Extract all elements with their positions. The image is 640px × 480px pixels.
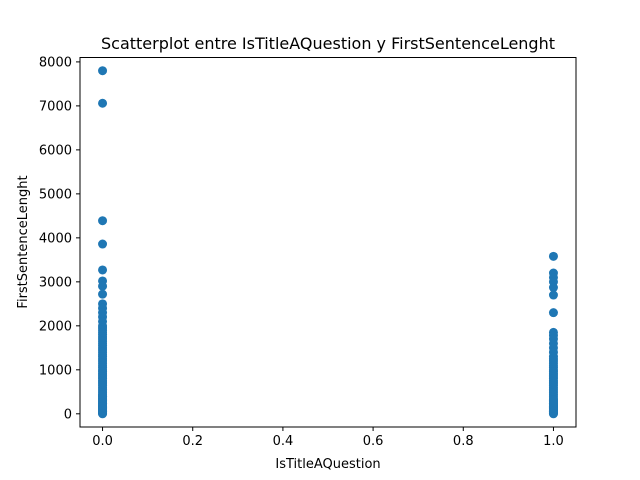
data-point bbox=[98, 289, 108, 299]
x-tick-label: 1.0 bbox=[543, 434, 564, 449]
chart-title: Scatterplot entre IsTitleAQuestion y Fir… bbox=[101, 34, 555, 53]
data-point bbox=[548, 283, 558, 293]
x-tick-label: 0.6 bbox=[363, 434, 384, 449]
data-point bbox=[98, 66, 108, 76]
y-tick-label: 6000 bbox=[39, 143, 72, 158]
data-point bbox=[98, 98, 108, 108]
y-axis-ticks: 0 1000 2000 3000 4000 5000 6000 7000 8000 bbox=[39, 55, 80, 422]
y-tick-label: 0 bbox=[64, 407, 72, 422]
data-point bbox=[548, 308, 558, 318]
y-tick-label: 7000 bbox=[39, 99, 72, 114]
x-axis-label: IsTitleAQuestion bbox=[275, 457, 380, 472]
y-tick-label: 4000 bbox=[39, 231, 72, 246]
data-points bbox=[98, 66, 558, 419]
x-tick-label: 0.4 bbox=[273, 434, 294, 449]
y-tick-label: 3000 bbox=[39, 275, 72, 290]
data-point bbox=[98, 390, 108, 400]
y-tick-label: 5000 bbox=[39, 187, 72, 202]
x-tick-label: 0.8 bbox=[453, 434, 474, 449]
data-point bbox=[98, 265, 108, 275]
x-tick-label: 0.0 bbox=[92, 434, 113, 449]
data-point bbox=[548, 290, 558, 300]
data-point bbox=[98, 281, 108, 291]
data-point bbox=[548, 251, 558, 261]
y-tick-label: 1000 bbox=[39, 363, 72, 378]
data-point bbox=[98, 216, 108, 226]
x-tick-label: 0.2 bbox=[182, 434, 203, 449]
data-point bbox=[548, 395, 558, 405]
data-point bbox=[98, 239, 108, 249]
y-axis-label: FirstSentenceLenght bbox=[16, 175, 31, 308]
plot-frame bbox=[79, 57, 577, 428]
x-axis-ticks: 0.0 0.2 0.4 0.6 0.8 1.0 bbox=[92, 427, 564, 449]
y-tick-label: 2000 bbox=[39, 319, 72, 334]
y-tick-label: 8000 bbox=[39, 55, 72, 70]
